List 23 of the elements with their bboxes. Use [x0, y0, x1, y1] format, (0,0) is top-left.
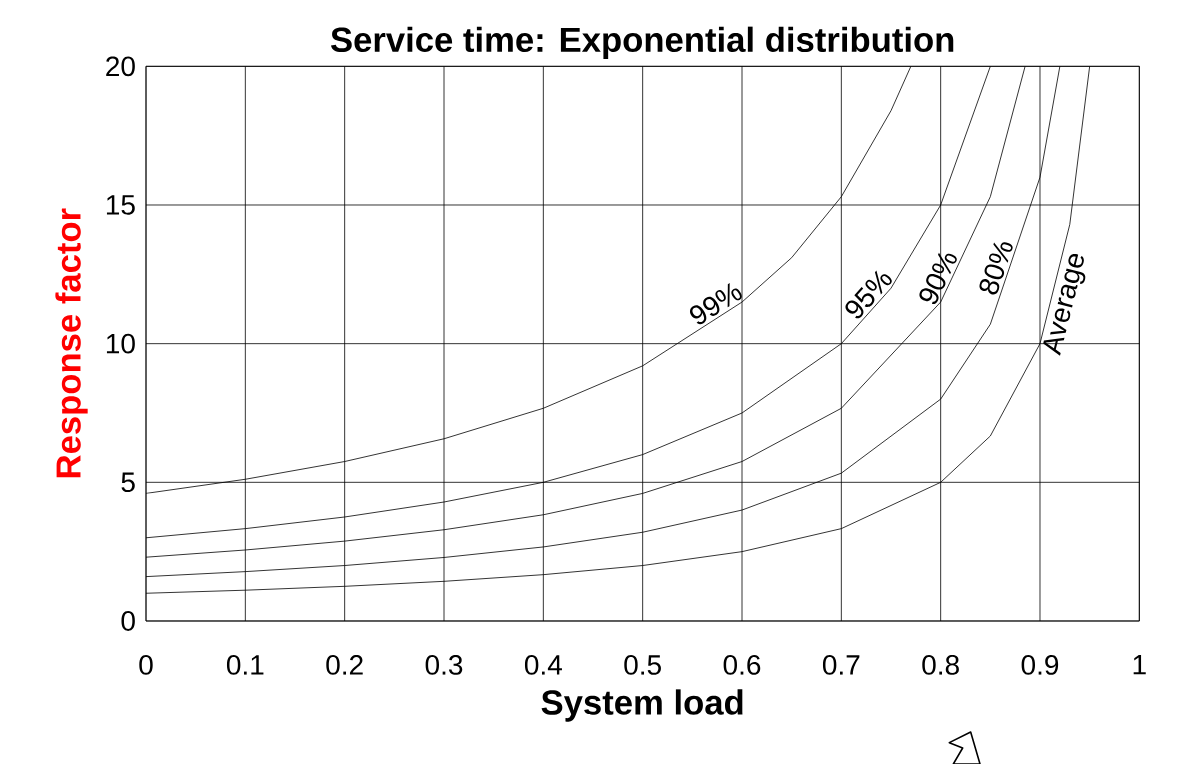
y-axis-title: Response factor [55, 208, 88, 478]
x-tick-label: 0.9 [1021, 655, 1059, 675]
x-tick-label: 0.1 [226, 655, 264, 675]
x-tick-label: 0.2 [326, 655, 363, 675]
y-tick-label: 0 [121, 611, 135, 631]
y-tick-label: 15 [106, 195, 135, 215]
x-tick-label: 1 [1133, 655, 1146, 675]
x-tick-label: 0.3 [425, 655, 463, 675]
x-tick-label: 0 [139, 655, 153, 675]
x-tick-label: 0.8 [922, 655, 959, 675]
x-tick-label: 0.4 [524, 655, 562, 675]
text: 99% [689, 283, 742, 325]
x-tick-label: 0.6 [723, 655, 761, 675]
x-axis-title: System load [541, 689, 743, 722]
x-tick-label: 0.5 [624, 655, 661, 675]
chart-title: Service time: Exponential distribution [330, 26, 954, 59]
x-tick-label: 0.7 [822, 655, 860, 675]
text: Average [1043, 254, 1086, 356]
y-tick-label: 10 [106, 333, 135, 354]
text: 80% [979, 242, 1013, 295]
y-tick-label: 20 [106, 56, 135, 77]
text: 90% [919, 252, 957, 305]
y-tick-label: 5 [121, 472, 135, 493]
